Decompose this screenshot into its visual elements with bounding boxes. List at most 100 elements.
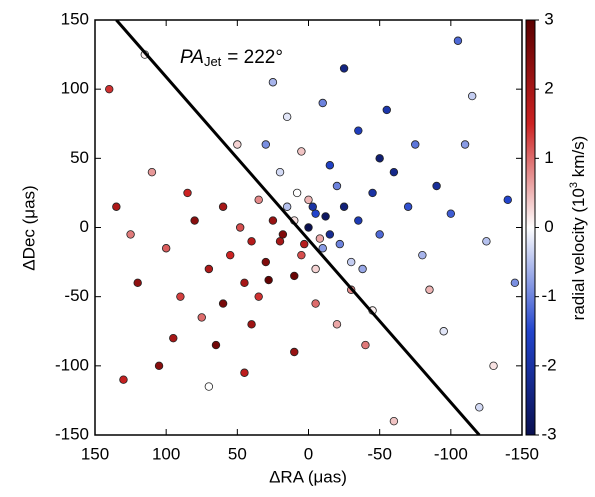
point bbox=[339, 202, 349, 211]
y-tick-label: -150 bbox=[55, 424, 89, 443]
point bbox=[368, 188, 377, 198]
point bbox=[425, 285, 434, 294]
point bbox=[119, 375, 128, 384]
point bbox=[176, 292, 185, 301]
point bbox=[389, 416, 399, 426]
point bbox=[308, 202, 317, 211]
x-axis-label: ΔRA (μas) bbox=[269, 467, 347, 486]
point bbox=[292, 188, 302, 198]
point bbox=[432, 181, 441, 191]
point bbox=[318, 244, 327, 253]
point bbox=[247, 237, 256, 246]
point bbox=[147, 167, 157, 177]
point bbox=[321, 212, 330, 221]
y-tick-label: -50 bbox=[64, 286, 89, 305]
point bbox=[254, 292, 263, 301]
point bbox=[297, 250, 306, 260]
x-tick-label: 50 bbox=[228, 444, 247, 463]
y-axis-label: ΔDec (μas) bbox=[19, 185, 38, 270]
point bbox=[300, 239, 309, 249]
point bbox=[247, 320, 256, 329]
point bbox=[375, 230, 384, 239]
point bbox=[268, 216, 278, 225]
annotation-subscript: Jet bbox=[204, 54, 222, 69]
point bbox=[240, 368, 249, 377]
point bbox=[261, 257, 270, 267]
point bbox=[264, 275, 273, 285]
point bbox=[218, 202, 228, 211]
point bbox=[233, 140, 242, 149]
colorbar-label: radial velocity (103 km/s) bbox=[568, 136, 589, 321]
colorbar-tick-label: 2 bbox=[544, 79, 553, 98]
point bbox=[318, 98, 327, 108]
point bbox=[311, 299, 320, 308]
point bbox=[418, 250, 427, 260]
annotation-text: = 222° bbox=[227, 47, 283, 68]
x-tick-label: -150 bbox=[505, 444, 539, 463]
colorbar-tick-label: -1 bbox=[541, 286, 556, 305]
point bbox=[332, 181, 342, 191]
point bbox=[126, 230, 135, 239]
point bbox=[411, 140, 420, 149]
x-tick-label: 0 bbox=[304, 444, 313, 463]
point bbox=[197, 313, 206, 322]
point bbox=[105, 84, 114, 94]
point bbox=[112, 202, 121, 211]
point bbox=[290, 347, 299, 357]
point bbox=[211, 340, 221, 350]
point bbox=[133, 278, 142, 288]
point bbox=[275, 167, 285, 177]
point bbox=[510, 278, 520, 288]
x-tick-label: -50 bbox=[367, 444, 392, 463]
y-tick-label: 100 bbox=[61, 79, 89, 98]
point bbox=[190, 216, 199, 225]
point bbox=[339, 64, 349, 73]
point bbox=[354, 126, 363, 135]
point bbox=[325, 161, 335, 170]
point bbox=[439, 327, 448, 336]
point bbox=[154, 361, 164, 371]
colorbar-tick-label: 1 bbox=[544, 148, 553, 167]
point bbox=[361, 340, 370, 350]
point bbox=[169, 333, 178, 343]
point bbox=[261, 140, 270, 149]
colorbar-tick-label: -2 bbox=[541, 355, 556, 374]
point bbox=[315, 234, 325, 243]
point bbox=[335, 239, 345, 249]
point bbox=[489, 361, 498, 371]
point bbox=[453, 36, 463, 45]
point bbox=[268, 78, 278, 87]
point bbox=[311, 209, 320, 218]
y-tick-label: 150 bbox=[61, 9, 89, 28]
point bbox=[354, 216, 363, 225]
point bbox=[503, 195, 512, 205]
point bbox=[183, 188, 192, 198]
point bbox=[240, 278, 249, 288]
point bbox=[297, 147, 306, 156]
point bbox=[304, 195, 313, 205]
annotation: PAJet = 222° bbox=[180, 47, 283, 69]
colorbar bbox=[525, 19, 536, 436]
point bbox=[475, 403, 484, 412]
point bbox=[403, 202, 413, 211]
point bbox=[278, 230, 288, 239]
y-tick-label: 0 bbox=[80, 217, 89, 236]
colorbar-tick-label: 3 bbox=[544, 9, 553, 28]
point bbox=[218, 299, 228, 308]
point bbox=[467, 91, 477, 101]
point bbox=[161, 244, 171, 253]
point bbox=[226, 250, 235, 260]
point bbox=[358, 264, 367, 274]
colorbar-label-sup: 3 bbox=[568, 182, 580, 188]
point bbox=[304, 223, 313, 232]
colorbar-label-start: radial velocity (10 bbox=[569, 188, 588, 320]
x-tick-label: 150 bbox=[81, 444, 109, 463]
colorbar-tick-label: -3 bbox=[541, 424, 556, 443]
point bbox=[290, 271, 299, 281]
point bbox=[204, 264, 214, 274]
point bbox=[389, 167, 399, 177]
point bbox=[254, 195, 263, 205]
point bbox=[460, 140, 470, 149]
point bbox=[446, 209, 456, 218]
